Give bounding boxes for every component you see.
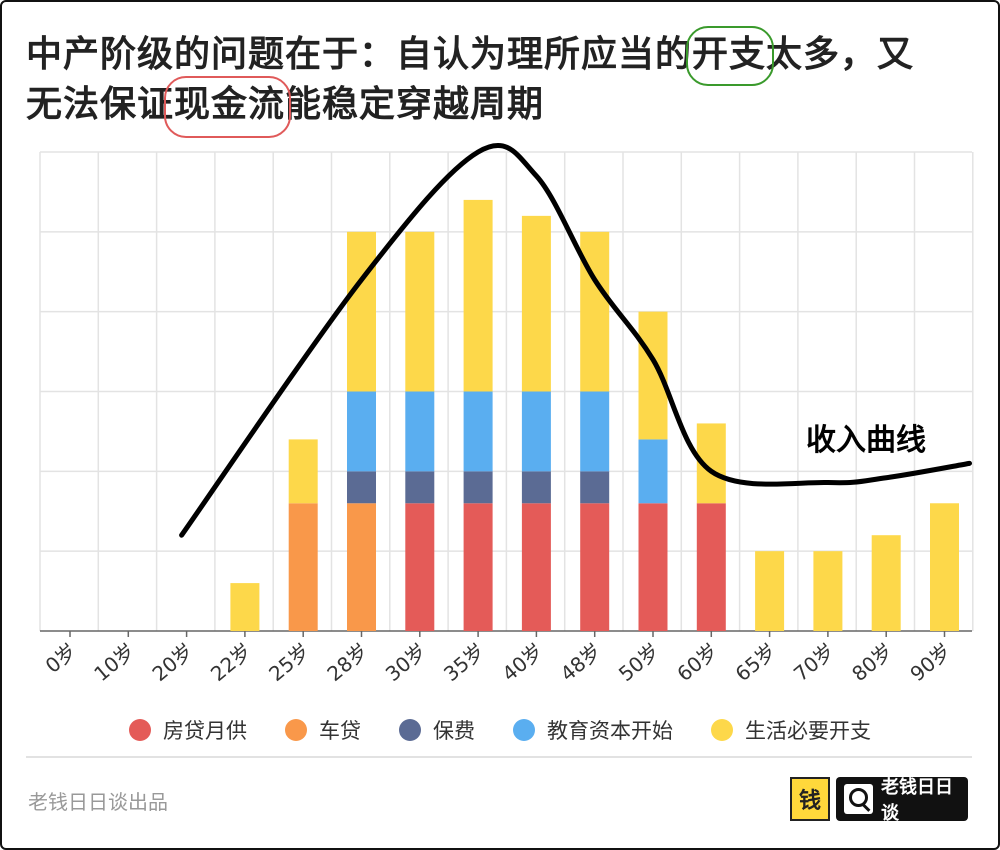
x-tick-label: 22岁	[206, 638, 256, 686]
bar-car_loan-4	[288, 503, 318, 631]
x-tick-label: 25岁	[264, 638, 314, 686]
x-tick-label: 50岁	[614, 638, 664, 686]
title-highlight-cashflow: 现金流	[164, 76, 292, 138]
x-tick-label: 90岁	[905, 638, 955, 686]
legend-label: 生活必要开支	[745, 719, 871, 743]
x-tick-label: 70岁	[789, 638, 839, 686]
bar-mortgage-6	[405, 503, 435, 631]
brand-name: 老钱日日谈	[881, 777, 953, 824]
search-icon	[844, 784, 873, 814]
logo-coin-icon: 钱	[790, 777, 830, 821]
x-tick-label: 48岁	[556, 638, 606, 686]
legend-item-car_loan[interactable]: 车贷	[285, 715, 361, 745]
bar-mortgage-7	[463, 503, 493, 631]
x-tick-label: 65岁	[731, 638, 781, 686]
bar-car_loan-5	[347, 503, 376, 631]
bar-mortgage-11	[696, 503, 726, 631]
legend-item-insurance[interactable]: 保费	[399, 715, 475, 745]
title-line2-prefix: 无法保证	[26, 84, 175, 125]
title-line2-suffix: 能稳定穿越周期	[285, 84, 545, 125]
brand-badge: 老钱日日谈	[836, 777, 968, 824]
bar-education-7	[463, 391, 493, 472]
footer-source: 老钱日日谈出品	[28, 790, 168, 814]
bar-insurance-9	[580, 471, 610, 504]
x-tick-label: 60岁	[672, 638, 722, 686]
legend-item-mortgage[interactable]: 房贷月供	[129, 715, 247, 745]
legend-label: 车贷	[319, 719, 361, 743]
bar-mortgage-9	[580, 503, 610, 631]
x-tick-label: 30岁	[381, 638, 431, 686]
legend-swatch	[129, 719, 151, 741]
legend: 房贷月供 车贷 保费 教育资本开始 生活必要开支	[0, 710, 1000, 750]
bar-living-5	[347, 231, 376, 392]
legend-label: 教育资本开始	[547, 719, 673, 743]
legend-label: 房贷月供	[163, 719, 247, 743]
legend-label: 保费	[433, 719, 475, 743]
bar-living-14	[871, 535, 901, 631]
bar-living-3	[230, 583, 260, 631]
bar-education-9	[580, 391, 610, 472]
x-tick-label: 20岁	[148, 638, 198, 686]
footer-divider	[26, 756, 972, 758]
x-tick-label: 35岁	[439, 638, 489, 686]
bar-living-8	[521, 215, 551, 392]
legend-swatch	[711, 719, 733, 741]
x-tick-label: 80岁	[847, 638, 897, 686]
title-line1-prefix: 中产阶级的问题在于：自认为理所应当的	[26, 34, 693, 75]
bar-education-10	[638, 439, 668, 504]
x-tick-label: 40岁	[497, 638, 547, 686]
bar-education-6	[405, 391, 435, 472]
bar-education-5	[347, 391, 376, 472]
legend-item-living[interactable]: 生活必要开支	[711, 715, 871, 745]
bar-living-7	[463, 199, 493, 392]
title-line1-suffix: 太多，又	[766, 34, 915, 75]
bar-mortgage-8	[521, 503, 551, 631]
bar-mortgage-10	[638, 503, 668, 631]
legend-swatch	[399, 719, 421, 741]
bar-living-12	[755, 551, 785, 631]
bar-living-15	[930, 503, 959, 631]
title-highlight-expense: 开支	[686, 26, 775, 86]
legend-swatch	[513, 719, 535, 741]
bar-insurance-6	[405, 471, 435, 504]
x-tick-label: 0岁	[41, 638, 82, 677]
bar-education-8	[521, 391, 551, 472]
bar-insurance-8	[521, 471, 551, 504]
bar-insurance-7	[463, 471, 493, 504]
income-curve-label: 收入曲线	[806, 423, 926, 458]
bar-insurance-5	[347, 471, 376, 504]
title-line-1: 中产阶级的问题在于：自认为理所应当的开支太多，又	[26, 26, 986, 86]
chart-title: 中产阶级的问题在于：自认为理所应当的开支太多，又 无法保证现金流能稳定穿越周期	[26, 26, 986, 138]
bar-living-13	[813, 551, 843, 631]
x-tick-label: 28岁	[322, 638, 372, 686]
bar-living-4	[288, 439, 318, 504]
x-tick-label: 10岁	[89, 638, 139, 686]
bar-living-6	[405, 231, 435, 392]
logo-glyph: 钱	[798, 789, 821, 814]
legend-swatch	[285, 719, 307, 741]
title-line-2: 无法保证现金流能稳定穿越周期	[26, 76, 986, 138]
legend-item-education[interactable]: 教育资本开始	[513, 715, 673, 745]
income-curve	[179, 143, 972, 538]
